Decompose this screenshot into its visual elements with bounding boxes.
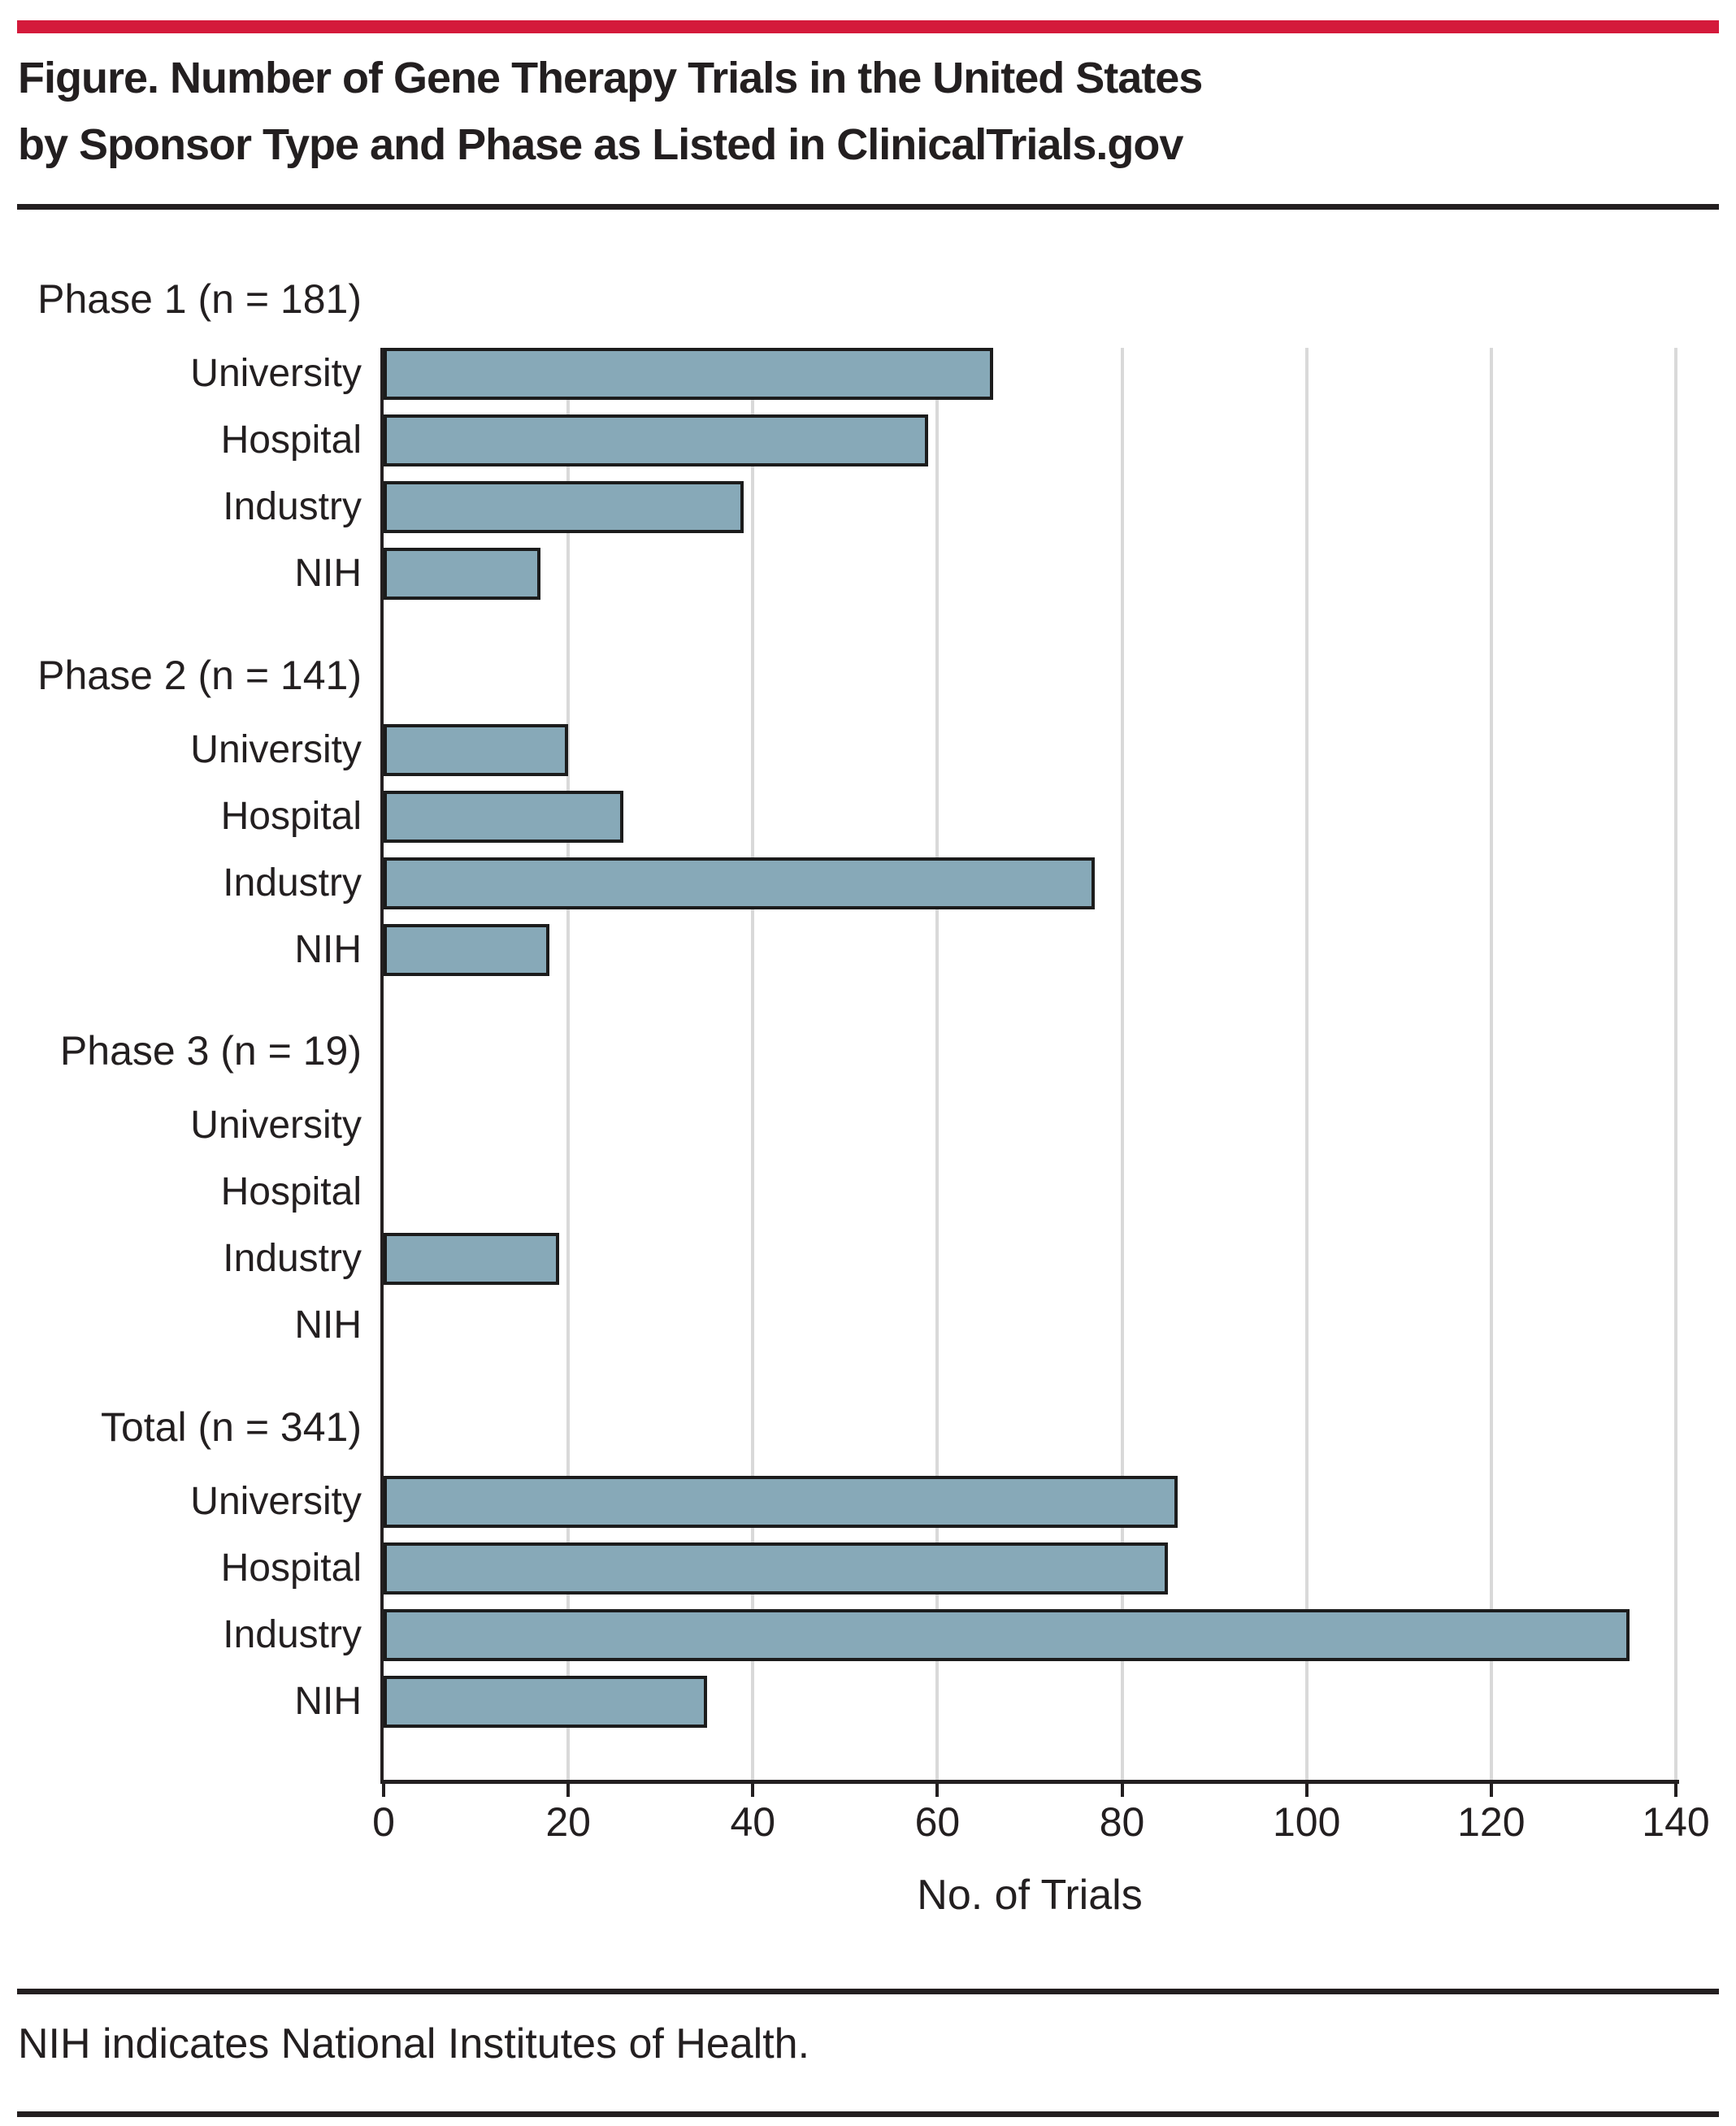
x-tick (751, 1784, 755, 1797)
x-tick-label: 100 (1272, 1799, 1341, 1845)
category-label: Hospital (220, 419, 362, 462)
category-label: University (190, 1104, 362, 1147)
x-tick-label: 120 (1457, 1799, 1526, 1845)
footnote-divider-bottom (17, 2111, 1719, 2117)
category-label: Hospital (220, 795, 362, 838)
bar (384, 414, 928, 466)
bar (384, 481, 744, 533)
category-label: Industry (223, 1237, 362, 1280)
bar (384, 857, 1095, 909)
category-label: University (190, 352, 362, 395)
category-label: University (190, 1480, 362, 1523)
category-label: NIH (294, 928, 362, 971)
bar (384, 548, 540, 600)
group-label: Phase 3 (n = 19) (59, 1028, 362, 1074)
group-label: Total (n = 341) (100, 1404, 362, 1450)
category-label: Hospital (220, 1170, 362, 1213)
bar (384, 1542, 1168, 1594)
gridline-120 (1489, 348, 1493, 1780)
accent-bar (17, 20, 1719, 33)
x-axis (380, 1780, 1679, 1784)
category-label: NIH (294, 1680, 362, 1723)
gridline-100 (1304, 348, 1309, 1780)
x-tick (1120, 1784, 1124, 1797)
x-tick-label: 80 (1099, 1799, 1145, 1845)
bar (384, 348, 993, 400)
x-tick-label: 40 (730, 1799, 776, 1845)
x-tick-label: 140 (1642, 1799, 1710, 1845)
bar (384, 1233, 559, 1285)
bar (384, 791, 623, 843)
footnote-divider-top (17, 1989, 1719, 1994)
category-label: Industry (223, 861, 362, 905)
x-tick (382, 1784, 385, 1797)
x-tick-label: 0 (372, 1799, 395, 1845)
gridline-40 (751, 348, 755, 1780)
footnote: NIH indicates National Institutes of Hea… (18, 2020, 810, 2067)
gridline-140 (1674, 348, 1677, 1780)
y-axis (380, 348, 384, 1780)
figure-title-line1: Figure. Number of Gene Therapy Trials in… (18, 54, 1203, 102)
bar (384, 924, 549, 976)
category-label: Industry (223, 1613, 362, 1656)
category-label: NIH (294, 1304, 362, 1347)
x-tick (1674, 1784, 1677, 1797)
gridline-20 (566, 348, 571, 1780)
x-axis-title: No. of Trials (917, 1872, 1143, 1919)
group-label: Phase 1 (n = 181) (37, 276, 362, 322)
bar (384, 1676, 707, 1728)
bar (384, 1476, 1178, 1528)
category-label: Hospital (220, 1547, 362, 1590)
bar (384, 1609, 1630, 1661)
x-tick (1489, 1784, 1493, 1797)
x-tick-label: 20 (545, 1799, 591, 1845)
figure-title-line2: by Sponsor Type and Phase as Listed in C… (18, 120, 1183, 169)
category-label: Industry (223, 485, 362, 528)
category-label: NIH (294, 552, 362, 595)
x-tick-label: 60 (914, 1799, 961, 1845)
x-tick (566, 1784, 571, 1797)
x-tick (1304, 1784, 1309, 1797)
title-divider (17, 204, 1719, 210)
group-label: Phase 2 (n = 141) (37, 653, 362, 698)
x-tick (935, 1784, 940, 1797)
gridline-80 (1120, 348, 1124, 1780)
category-label: University (190, 728, 362, 771)
gridline-60 (935, 348, 940, 1780)
bar (384, 724, 568, 776)
